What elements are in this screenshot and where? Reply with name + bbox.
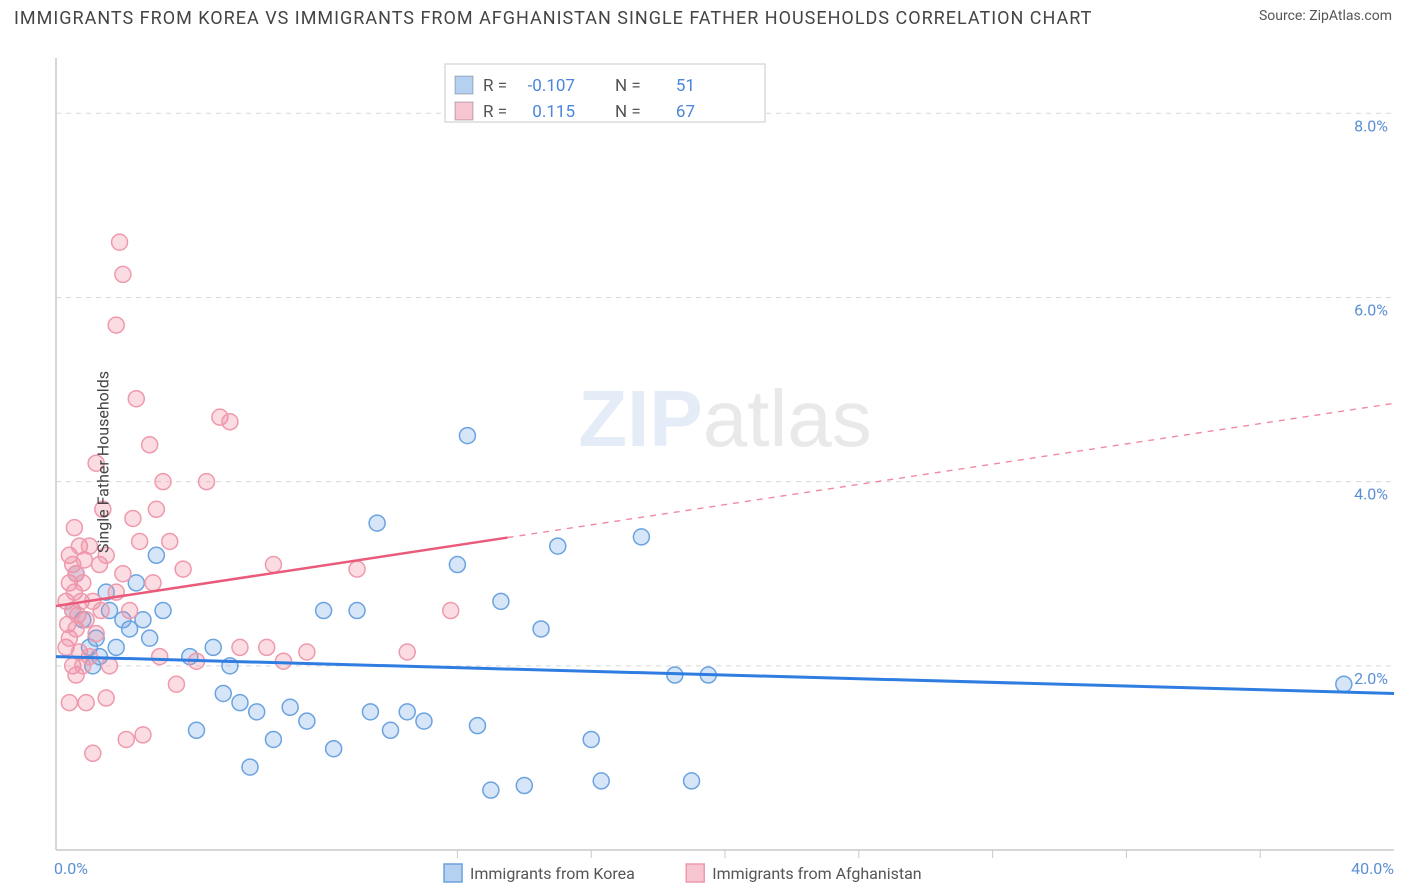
svg-text:0.115: 0.115 [532, 102, 575, 122]
data-point [112, 234, 128, 250]
data-point [249, 704, 265, 720]
data-point [145, 575, 161, 591]
data-point [399, 704, 415, 720]
legend-label: Immigrants from Korea [470, 864, 635, 883]
legend-swatch [444, 864, 462, 882]
data-point [118, 731, 134, 747]
data-point [242, 759, 258, 775]
data-point [516, 778, 532, 794]
data-point [115, 566, 131, 582]
data-point [362, 704, 378, 720]
data-point [152, 649, 168, 665]
data-point [98, 690, 114, 706]
svg-text:67: 67 [676, 102, 695, 122]
data-point [135, 727, 151, 743]
data-point [232, 639, 248, 655]
data-point [232, 695, 248, 711]
svg-text:N =: N = [615, 102, 641, 122]
data-point [550, 538, 566, 554]
data-point [275, 653, 291, 669]
svg-text:2.0%: 2.0% [1354, 669, 1388, 688]
data-point [61, 695, 77, 711]
chart-title: IMMIGRANTS FROM KOREA VS IMMIGRANTS FROM… [14, 8, 1092, 29]
data-point [148, 501, 164, 517]
svg-text:R =: R = [483, 76, 507, 96]
data-point [85, 745, 101, 761]
source-attribution: Source: ZipAtlas.com [1259, 8, 1392, 24]
data-point [469, 718, 485, 734]
svg-text:ZIPatlas: ZIPatlas [578, 374, 871, 463]
data-point [383, 722, 399, 738]
svg-text:N =: N = [615, 76, 641, 96]
data-point [222, 414, 238, 430]
data-point [168, 676, 184, 692]
svg-text:8.0%: 8.0% [1354, 116, 1388, 135]
data-point [75, 575, 91, 591]
data-point [684, 773, 700, 789]
data-point [175, 561, 191, 577]
data-point [459, 428, 475, 444]
data-point [199, 474, 215, 490]
data-point [265, 731, 281, 747]
data-point [162, 533, 178, 549]
data-point [155, 474, 171, 490]
data-point [399, 644, 415, 660]
data-point [326, 741, 342, 757]
data-point [155, 603, 171, 619]
data-point [125, 510, 141, 526]
svg-text:-0.107: -0.107 [528, 76, 575, 96]
svg-text:R =: R = [483, 102, 507, 122]
data-point [88, 626, 104, 642]
data-point [142, 630, 158, 646]
data-point [483, 782, 499, 798]
data-point [215, 685, 231, 701]
data-point [115, 266, 131, 282]
data-point [583, 731, 599, 747]
correlation-scatter-chart: Single Father Households ZIPatlas 2.0% 4.0… [0, 32, 1406, 892]
data-point [593, 773, 609, 789]
data-point [633, 529, 649, 545]
regression-line [56, 657, 1394, 694]
svg-text:0.0%: 0.0% [54, 859, 88, 878]
data-point [93, 603, 109, 619]
data-point [349, 561, 365, 577]
data-point [188, 722, 204, 738]
data-point [259, 639, 275, 655]
data-point [443, 603, 459, 619]
y-axis-label: Single Father Households [93, 371, 112, 553]
legend-swatch [686, 864, 704, 882]
data-point [493, 593, 509, 609]
data-point [449, 557, 465, 573]
svg-text:40.0%: 40.0% [1351, 859, 1394, 878]
data-point [349, 603, 365, 619]
data-point [299, 644, 315, 660]
data-point [132, 533, 148, 549]
data-point [122, 603, 138, 619]
data-point [102, 658, 118, 674]
data-point [78, 695, 94, 711]
data-point [66, 520, 82, 536]
stats-legend: R = -0.107 N = 51 R = 0.115 N = 67 [445, 64, 765, 122]
svg-text:4.0%: 4.0% [1354, 485, 1388, 504]
svg-text:6.0%: 6.0% [1354, 300, 1388, 319]
svg-text:51: 51 [676, 76, 695, 96]
data-point [108, 317, 124, 333]
data-point [299, 713, 315, 729]
legend-label: Immigrants from Afghanistan [712, 864, 921, 883]
data-point [533, 621, 549, 637]
data-point [316, 603, 332, 619]
data-point [282, 699, 298, 715]
data-point [205, 639, 221, 655]
data-point [265, 557, 281, 573]
data-point [78, 612, 94, 628]
data-point [128, 391, 144, 407]
data-point [416, 713, 432, 729]
data-point [148, 547, 164, 563]
data-point [142, 437, 158, 453]
data-point [1336, 676, 1352, 692]
data-point [108, 639, 124, 655]
data-point [369, 515, 385, 531]
